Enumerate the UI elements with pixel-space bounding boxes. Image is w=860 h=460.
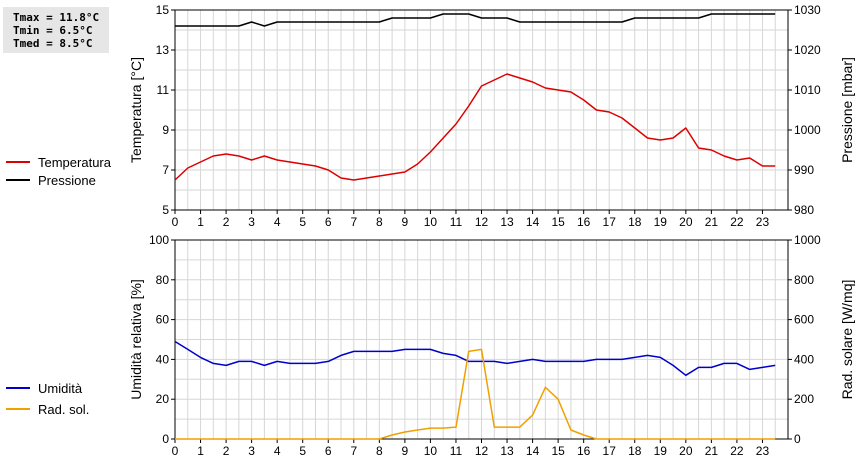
panel-2-series-rad-sol [175,348,776,440]
panel-1-yleft-tick-label: 5 [162,203,169,217]
panel-2-x-tick-label: 2 [223,444,230,458]
panel-2-yleft-tick-label: 0 [162,432,169,446]
panel-2-x-tick-label: 9 [402,444,409,458]
panel-1-x-tick-label: 15 [551,215,565,229]
panel-1-x-tick-label: 21 [705,215,719,229]
panel-2-legend-label-rad-sol: Rad. sol. [38,402,89,417]
panel-1-yleft-tick-label: 11 [157,83,170,97]
panel-1-x-tick-label: 19 [654,215,668,229]
stat-tmed-value: 8.5°C [59,37,93,50]
panel-1-yright-label: Pressione [mbar] [839,57,855,163]
panel-2-x-tick-label: 23 [756,444,770,458]
stat-tmed: Tmed = 8.5°C [13,37,93,50]
panel-1-series-pressione [175,13,776,27]
panel-1-x-tick-label: 12 [475,215,489,229]
panel-1-yright-tick-label: 1010 [794,83,821,97]
panel-2-x-tick-label: 14 [526,444,540,458]
stat-tmax-label: Tmax [13,11,40,24]
panel-2-x-tick-label: 15 [551,444,565,458]
panel-2-x-tick-label: 4 [274,444,281,458]
panel-1-yright-tick-label: 980 [794,203,814,217]
panel-2-yright-tick-label: 600 [794,313,814,327]
panel-2-x-tick-label: 18 [628,444,642,458]
stat-tmin: Tmin = 6.5°C [13,24,93,37]
panel-2-x-tick-label: 20 [679,444,693,458]
panel-2-yright-tick-label: 1000 [794,233,821,247]
panel-1-x-tick-label: 4 [274,215,281,229]
panel-1-x-tick-label: 23 [756,215,770,229]
stat-tmax: Tmax = 11.8°C [13,11,100,24]
panel-1-x-tick-label: 10 [424,215,438,229]
panel-1-yleft-tick-label: 13 [156,43,170,57]
panel-2-x-tick-label: 7 [350,444,357,458]
panel-1-x-tick-label: 9 [402,215,409,229]
panel-1-x-tick-label: 13 [500,215,514,229]
panel-2-yleft-label: Umidità relativa [%] [128,279,144,400]
panel-2-yleft-tick-label: 100 [149,233,169,247]
panel-2-x-tick-label: 5 [299,444,306,458]
panel-1-x-tick-label: 1 [197,215,204,229]
panel-2-x-tick-label: 11 [450,444,463,458]
panel-2-x-tick-label: 10 [424,444,438,458]
panel-2-x-tick-label: 3 [248,444,255,458]
stat-tmed-label: Tmed [13,37,40,50]
panel-2-x-tick-label: 12 [475,444,489,458]
stat-tmax-value: 11.8°C [59,11,100,24]
panel-1-x-tick-label: 11 [450,215,463,229]
panel-1-x-tick-label: 7 [350,215,357,229]
panel-1-x-tick-label: 6 [325,215,332,229]
panel-1-x-tick-label: 17 [603,215,617,229]
panel-2-series-umidit [174,340,776,377]
panel-2-x-tick-label: 21 [705,444,719,458]
panel-2-x-tick-label: 19 [654,444,668,458]
panel-1-yleft-tick-label: 9 [162,123,169,137]
panel-2-x-tick-label: 0 [172,444,179,458]
panel-1-x-tick-label: 2 [223,215,230,229]
panel-1-x-tick-label: 14 [526,215,540,229]
panel-1-legend-label-pressione: Pressione [38,173,96,188]
panel-1-yright-tick-label: 1020 [794,43,821,57]
panel-2-yright-tick-label: 0 [794,432,801,446]
stat-tmin-value: 6.5°C [59,24,93,37]
panel-1-yright-tick-label: 1030 [794,3,821,17]
panel-2-x-tick-label: 22 [730,444,744,458]
panel-1-x-tick-label: 3 [248,215,255,229]
panel-1-yleft-label: Temperatura [°C] [128,57,144,163]
panel-2-x-tick-label: 1 [197,444,204,458]
panel-1-x-tick-label: 18 [628,215,642,229]
panel-1-yleft-tick-label: 15 [156,3,170,17]
panel-2-x-tick-label: 17 [603,444,617,458]
panel-1-legend-label-temperatura: Temperatura [38,155,112,170]
stat-tmin-label: Tmin [13,24,40,37]
stats-box: Tmax = 11.8°C Tmin = 6.5°C Tmed = 8.5°C [3,7,109,53]
panel-2-yright-label: Rad. solare [W/mq] [839,280,855,400]
panel-2-yleft-tick-label: 60 [156,313,170,327]
panel-1-x-tick-label: 16 [577,215,591,229]
panel-2-yright-tick-label: 400 [794,352,814,366]
panel-1-x-tick-label: 20 [679,215,693,229]
panel-2-yleft-tick-label: 40 [156,352,170,366]
panel-1-x-tick-label: 8 [376,215,383,229]
panel-2-yleft-tick-label: 80 [156,273,170,287]
panel-2-yright-tick-label: 800 [794,273,814,287]
panel-1-yright-tick-label: 990 [794,163,814,177]
panel-1-x-tick-label: 22 [730,215,744,229]
panel-2-x-tick-label: 13 [500,444,514,458]
panel-2-yright-tick-label: 200 [794,392,814,406]
panel-1-x-tick-label: 0 [172,215,179,229]
panel-2-x-tick-label: 6 [325,444,332,458]
panel-1-series-temperatura [174,73,776,181]
panel-2-legend-label-umidit: Umidità [38,381,83,396]
panel-1-yright-tick-label: 1000 [794,123,821,137]
panel-2-yleft-tick-label: 20 [156,392,170,406]
panel-1-x-tick-label: 5 [299,215,306,229]
panel-1-yleft-tick-label: 7 [162,163,169,177]
panel-2-x-tick-label: 8 [376,444,383,458]
panel-2-x-tick-label: 16 [577,444,591,458]
